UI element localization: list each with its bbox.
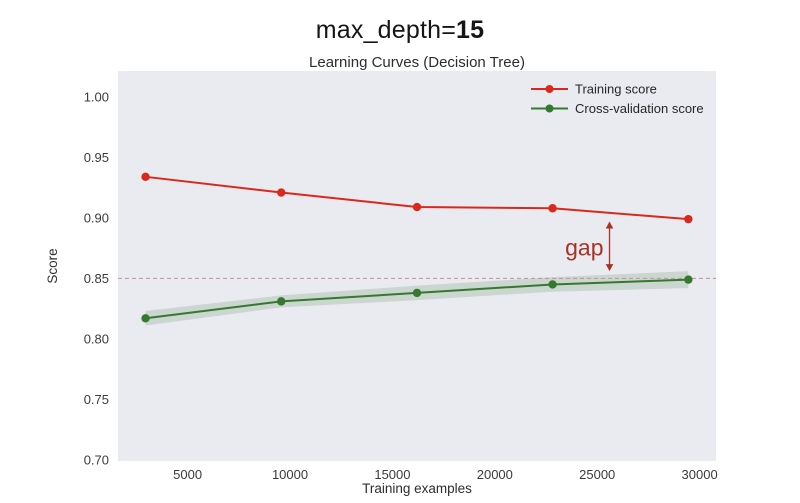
cross-validation-score-marker <box>684 275 693 284</box>
training-score-marker <box>548 204 557 213</box>
x-tick-label: 30000 <box>682 467 718 482</box>
x-tick-label: 20000 <box>477 467 513 482</box>
gap-annotation-text: gap <box>565 234 603 260</box>
x-axis-label: Training examples <box>362 481 472 496</box>
x-tick-label: 5000 <box>173 467 202 482</box>
cross-validation-score-marker <box>548 280 557 289</box>
legend-marker-cross-validation-score <box>545 104 554 113</box>
training-score-marker <box>412 202 422 212</box>
y-tick-label: 0.80 <box>84 331 109 346</box>
y-tick-label: 1.00 <box>84 90 109 105</box>
training-score-marker <box>141 172 150 182</box>
x-tick-label: 25000 <box>579 467 615 482</box>
training-score-marker <box>684 214 693 224</box>
figure-title-prefix: max_depth= <box>315 16 457 44</box>
cross-validation-score-marker <box>412 288 422 298</box>
training-score-marker <box>277 188 286 197</box>
figure-title-value: 15 <box>456 16 485 44</box>
figure-title: max_depth=15 <box>0 16 800 45</box>
y-tick-label: 0.70 <box>84 452 109 467</box>
legend-marker-training-score <box>545 85 554 93</box>
y-tick-label: 0.95 <box>84 150 109 165</box>
cross-validation-score-marker <box>277 297 286 306</box>
x-tick-label: 10000 <box>272 467 308 482</box>
gap-arrowhead-bottom <box>605 264 614 272</box>
plot-area <box>118 71 716 461</box>
y-tick-label: 0.85 <box>84 271 109 286</box>
cross-validation-score-marker <box>141 314 150 323</box>
legend-label-cross-validation-score: Cross-validation score <box>575 101 704 116</box>
legend-label-training-score: Training score <box>575 82 657 97</box>
gap-arrowhead-top <box>605 221 614 229</box>
y-tick-label: 0.75 <box>84 392 109 407</box>
x-tick-label: 15000 <box>374 467 410 482</box>
y-tick-label: 0.90 <box>84 210 109 225</box>
chart-title: Learning Curves (Decision Tree) <box>309 54 525 71</box>
y-axis-label: Score <box>45 248 60 283</box>
